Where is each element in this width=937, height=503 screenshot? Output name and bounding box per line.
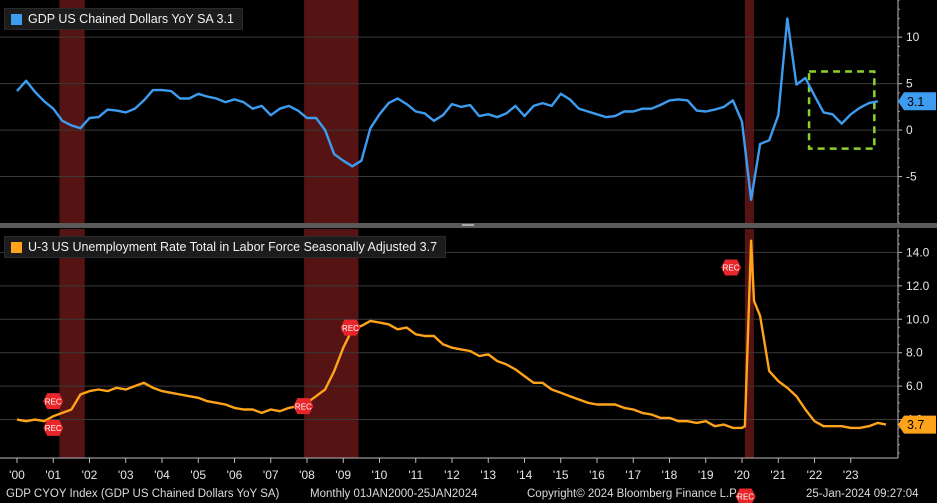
last-value-tag-label: 3.1 [907, 95, 924, 109]
y-tick-label: 10 [906, 30, 920, 44]
y-tick-label: 10.0 [906, 312, 930, 326]
y-tick-label: 8.0 [906, 346, 923, 360]
footer-range: Monthly 01JAN2000-25JAN2024 [310, 487, 478, 500]
rec-marker-shape [340, 319, 361, 336]
rec-marker-label: REC [45, 424, 62, 433]
last-value-tag-label: 3.7 [907, 418, 924, 432]
x-tick-label: '03 [118, 468, 134, 482]
x-tick-label: '04 [154, 468, 170, 482]
gdp-legend-label: GDP US Chained Dollars YoY SA 3.1 [28, 12, 234, 26]
last-value-tag-bg [898, 92, 936, 111]
x-tick-label: '06 [227, 468, 243, 482]
panel-resize-handle [462, 224, 474, 226]
x-tick-label: '12 [444, 468, 460, 482]
rec-marker-label: REC [45, 397, 62, 406]
x-tick-label: '05 [190, 468, 206, 482]
rec-marker-label: REC [723, 264, 740, 273]
rec-marker: REC [43, 393, 64, 410]
y-tick-label: 6.0 [906, 379, 923, 393]
rec-marker: REC [721, 259, 742, 276]
rec-marker-shape [43, 393, 64, 410]
x-tick-label: '18 [662, 468, 678, 482]
last-value-tag-bg [898, 415, 936, 434]
recession-band [304, 0, 359, 223]
x-tick-label: '23 [843, 468, 859, 482]
rec-marker-label: REC [295, 402, 312, 411]
x-tick-label: '13 [480, 468, 496, 482]
recession-band [744, 229, 754, 458]
gdp-series-line [16, 17, 879, 202]
recession-band [744, 0, 754, 223]
last-value-tag: 3.1 [898, 92, 936, 111]
highlight-box [807, 70, 876, 150]
rec-marker: REC [735, 488, 756, 503]
x-tick-label: '14 [517, 468, 533, 482]
rec-marker: REC [293, 398, 314, 415]
x-tick-label: '07 [263, 468, 279, 482]
recession-band [59, 229, 85, 458]
rec-marker-shape [735, 488, 756, 503]
rec-marker-label: REC [342, 324, 359, 333]
recession-band [59, 0, 85, 223]
unemployment-legend-label: U-3 US Unemployment Rate Total in Labor … [28, 240, 438, 254]
x-tick-label: '08 [299, 468, 315, 482]
rec-marker-label: REC [737, 493, 754, 502]
gdp-legend: GDP US Chained Dollars YoY SA 3.1 [4, 8, 243, 30]
x-tick-label: '17 [625, 468, 641, 482]
footer-timestamp: 25-Jan-2024 09:27:04 [806, 487, 919, 500]
rec-marker: REC [43, 419, 64, 436]
rec-marker-shape [293, 398, 314, 415]
x-tick-label: '01 [45, 468, 61, 482]
rec-marker: REC [340, 319, 361, 336]
x-tick-label: '11 [408, 468, 423, 482]
x-tick-label: '20 [734, 468, 750, 482]
x-tick-label: '19 [698, 468, 714, 482]
unemployment-legend: U-3 US Unemployment Rate Total in Labor … [4, 236, 447, 258]
y-tick-label: 5 [906, 77, 913, 91]
recession-band [304, 229, 359, 458]
x-tick-label: '15 [553, 468, 569, 482]
y-tick-label: -5 [906, 170, 917, 184]
y-tick-label: 12.0 [906, 279, 930, 293]
footer-bar: GDP CYOY Index (GDP US Chained Dollars Y… [0, 484, 937, 503]
unemployment-legend-swatch [11, 241, 22, 253]
x-tick-label: '09 [335, 468, 351, 482]
x-tick-label: '00 [9, 468, 25, 482]
gdp-legend-swatch [11, 13, 22, 25]
x-tick-label: '16 [589, 468, 605, 482]
unemployment-series-line [16, 239, 887, 430]
footer-copyright: Copyright© 2024 Bloomberg Finance L.P. [527, 487, 739, 500]
footer-ticker: GDP CYOY Index (GDP US Chained Dollars Y… [6, 487, 280, 500]
x-tick-label: '10 [372, 468, 388, 482]
rec-marker-shape [721, 259, 742, 276]
last-value-tag: 3.7 [898, 415, 936, 434]
y-tick-label: 14.0 [906, 245, 930, 259]
x-tick-label: '22 [807, 468, 823, 482]
x-tick-label: '21 [770, 468, 786, 482]
rec-marker-shape [43, 419, 64, 436]
y-tick-label: 0 [906, 123, 913, 137]
x-tick-label: '02 [82, 468, 98, 482]
